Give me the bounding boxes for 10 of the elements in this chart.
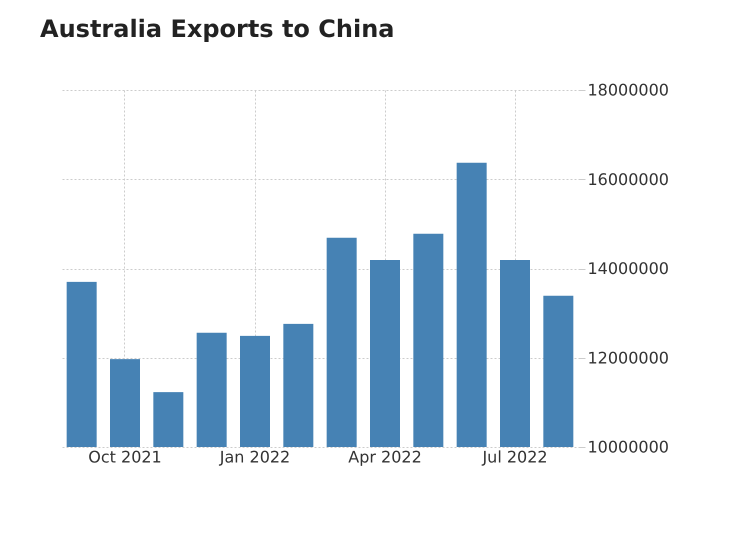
y-tick-label: 16000000: [588, 170, 669, 189]
x-tick-label: Apr 2022: [348, 448, 422, 466]
x-tick-label: Oct 2021: [88, 448, 162, 466]
x-tick-label: Jan 2022: [218, 448, 290, 466]
y-tick-label: 12000000: [588, 348, 669, 368]
chart-title: Australia Exports to China: [40, 15, 394, 43]
x-tick-label: Jul 2022: [481, 448, 548, 466]
y-tick-label: 14000000: [588, 259, 669, 278]
y-tick-label: 10000000: [588, 438, 669, 456]
y-tick-label: 18000000: [588, 80, 669, 100]
